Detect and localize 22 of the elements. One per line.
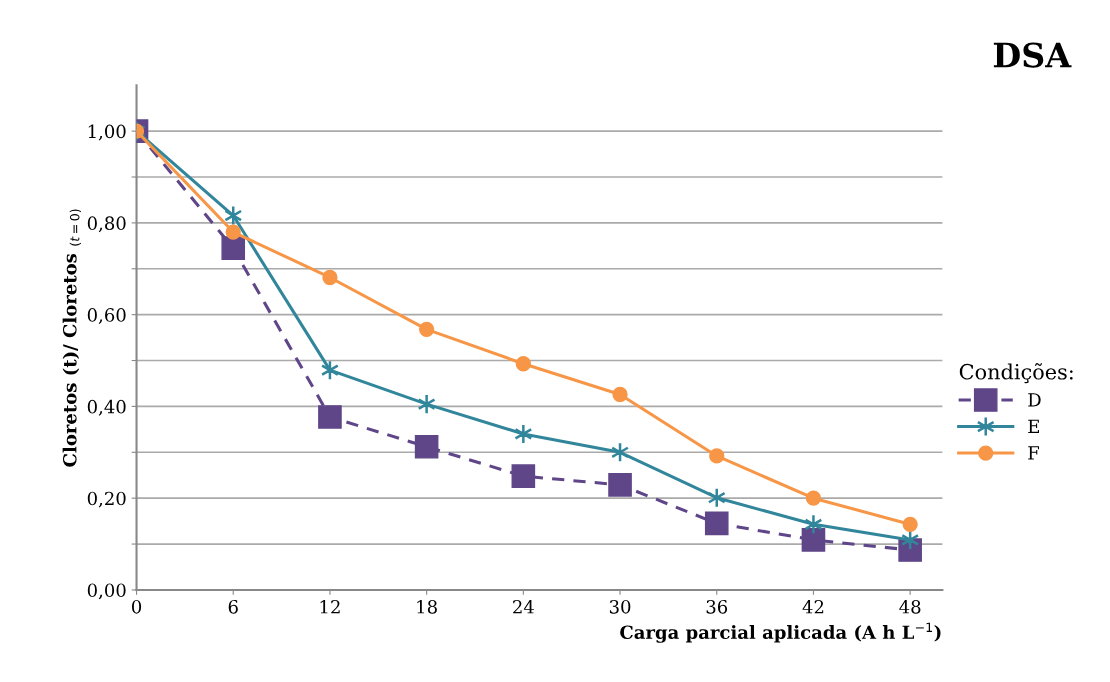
y-tick-label: 0,00	[87, 583, 126, 600]
y-tick-label: 0,60	[87, 308, 126, 324]
y-axis-title: Cloretos (t)/ Cloretos $_{(t=0)}$	[62, 209, 81, 467]
legend-label: D	[1028, 393, 1041, 407]
x-axis-title: Carga parcial aplicada (A h L$^{−1}$)	[620, 622, 941, 643]
x-tick-label: 6	[228, 599, 238, 614]
legend-label: F	[1028, 446, 1040, 460]
y-tick-label: 1,00	[88, 124, 126, 141]
y-tick-label: 0,20	[87, 491, 126, 508]
legend-title: Condições:	[959, 363, 1073, 384]
x-tick-label: 0	[131, 599, 142, 614]
legend-label: E	[1028, 419, 1039, 433]
x-tick-label: 24	[513, 599, 534, 614]
x-tick-label: 30	[609, 599, 631, 614]
y-tick-label: 0,80	[87, 216, 126, 233]
x-tick-label: 42	[802, 599, 824, 614]
y-tick-label: 0,40	[87, 399, 126, 416]
text: DSA	[993, 42, 1072, 68]
x-tick-label: 12	[320, 599, 340, 614]
x-tick-label: 36	[706, 599, 728, 614]
x-tick-label: 48	[899, 599, 921, 614]
x-tick-label: 18	[417, 599, 437, 614]
